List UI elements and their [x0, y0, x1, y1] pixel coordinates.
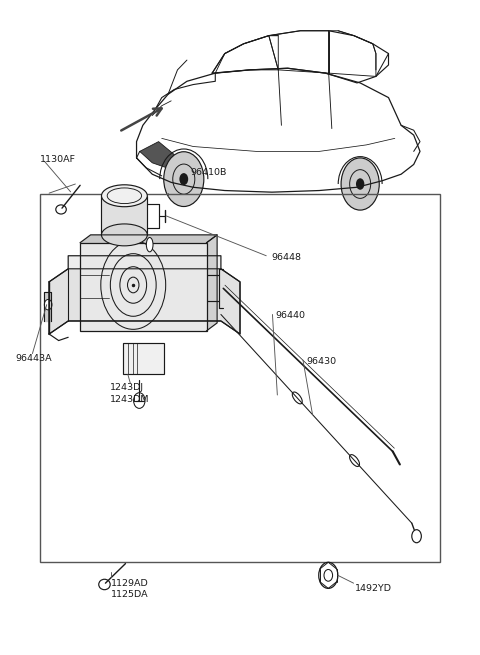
Polygon shape	[44, 291, 51, 321]
Polygon shape	[49, 269, 240, 334]
Ellipse shape	[146, 238, 153, 252]
Polygon shape	[140, 141, 174, 170]
Polygon shape	[80, 235, 217, 243]
Text: 1125DA: 1125DA	[111, 590, 149, 599]
Text: 1243DM: 1243DM	[110, 395, 150, 403]
Circle shape	[44, 299, 52, 310]
Ellipse shape	[56, 205, 66, 214]
Ellipse shape	[101, 185, 147, 207]
Circle shape	[164, 152, 204, 206]
Text: 1243DJ: 1243DJ	[110, 383, 144, 392]
Bar	[101, 196, 147, 235]
Bar	[123, 343, 164, 375]
Circle shape	[319, 562, 338, 588]
Text: 96440: 96440	[276, 311, 306, 320]
Ellipse shape	[99, 579, 110, 590]
Text: 96430: 96430	[307, 357, 337, 366]
Text: 1492YD: 1492YD	[355, 584, 392, 593]
Bar	[39, 194, 441, 562]
Polygon shape	[49, 255, 240, 334]
Text: 96448: 96448	[271, 253, 301, 261]
Text: 1129AD: 1129AD	[111, 578, 149, 588]
Text: 96443A: 96443A	[16, 354, 52, 364]
Circle shape	[133, 393, 145, 408]
Polygon shape	[206, 235, 217, 331]
Circle shape	[412, 530, 421, 543]
Circle shape	[180, 173, 188, 185]
Bar	[80, 243, 206, 331]
Text: 96410B: 96410B	[190, 168, 226, 177]
Ellipse shape	[101, 224, 147, 246]
Circle shape	[356, 178, 364, 190]
Text: 1130AF: 1130AF	[39, 155, 75, 164]
Circle shape	[341, 158, 379, 210]
